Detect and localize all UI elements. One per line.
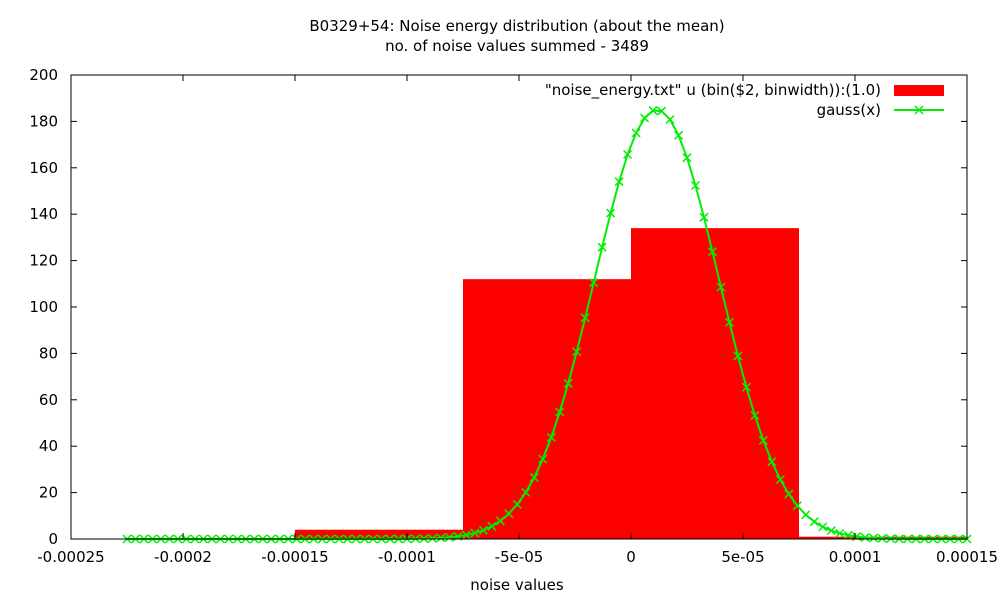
gauss-point-78 — [784, 489, 794, 499]
gauss-point-71 — [724, 317, 734, 327]
gauss-point-36 — [427, 533, 437, 543]
gauss-point-73 — [741, 382, 751, 392]
gauss-point-72 — [733, 351, 743, 361]
gauss-point-55 — [589, 278, 599, 288]
x-tick-label-1: -0.0002 — [154, 548, 212, 566]
legend-label-histogram: "noise_energy.txt" u (bin($2, binwidth))… — [545, 81, 881, 100]
x-tick-label-3: -0.0001 — [378, 548, 436, 566]
x-tick-label-0: -0.00025 — [37, 548, 104, 566]
gauss-point-64 — [665, 114, 675, 125]
gauss-point-50 — [546, 432, 556, 442]
y-tick-label-7: 140 — [29, 205, 58, 223]
gauss-point-80 — [801, 510, 811, 520]
x-tick-label-8: 0.00015 — [936, 548, 998, 566]
gauss-point-57 — [606, 208, 616, 218]
gauss-point-83 — [826, 526, 836, 536]
y-tick-label-8: 160 — [29, 159, 58, 177]
gauss-point-68 — [699, 212, 709, 222]
gauss-point-60 — [631, 128, 641, 138]
x-tick-label-5: 0 — [626, 548, 636, 566]
y-tick-label-3: 60 — [39, 391, 58, 409]
chart-subtitle: no. of noise values summed - 3489 — [385, 37, 649, 55]
gauss-point-37 — [436, 533, 446, 543]
gauss-point-79 — [792, 501, 802, 511]
x-tick-label-2: -0.00015 — [261, 548, 328, 566]
gauss-point-43 — [487, 521, 497, 531]
legend: "noise_energy.txt" u (bin($2, binwidth))… — [545, 81, 944, 119]
y-tick-label-1: 20 — [39, 484, 58, 502]
histogram-bar-0 — [295, 529, 463, 539]
gauss-point-44 — [495, 516, 505, 526]
gauss-point-75 — [758, 435, 768, 445]
gauss-point-87 — [860, 532, 870, 542]
gauss-point-45 — [504, 509, 514, 519]
gauss-point-61 — [640, 113, 650, 123]
legend-swatch-histogram — [894, 85, 944, 96]
legend-marker-gauss — [914, 105, 924, 115]
gauss-point-62 — [648, 106, 658, 116]
y-tick-label-6: 120 — [29, 252, 58, 270]
gauss-point-49 — [538, 454, 548, 464]
gauss-point-74 — [750, 410, 760, 421]
x-axis-label: noise values — [470, 576, 564, 594]
gauss-point-54 — [580, 313, 590, 323]
gauss-point-42 — [478, 525, 488, 535]
gauss-point-53 — [572, 347, 582, 357]
gauss-point-52 — [563, 378, 573, 388]
gauss-point-47 — [521, 487, 531, 497]
gauss-point-77 — [775, 474, 785, 485]
histogram-bars — [295, 228, 967, 539]
gauss-point-88 — [869, 533, 879, 543]
gauss-curve — [122, 106, 972, 544]
gauss-point-59 — [623, 149, 633, 160]
gauss-point-58 — [614, 177, 624, 187]
gauss-point-40 — [461, 530, 471, 540]
gauss-point-82 — [818, 522, 828, 532]
gauss-point-85 — [843, 530, 853, 540]
gauss-point-70 — [716, 282, 726, 292]
gauss-point-84 — [835, 528, 845, 538]
histogram-bar-1 — [463, 279, 631, 539]
gauss-point-81 — [809, 517, 819, 527]
y-tick-label-9: 180 — [29, 112, 58, 130]
gauss-point-38 — [444, 532, 454, 542]
histogram-bar-2 — [631, 228, 799, 539]
gauss-point-51 — [555, 407, 565, 417]
gauss-point-76 — [767, 457, 777, 467]
gauss-point-89 — [877, 533, 887, 543]
gauss-point-65 — [673, 130, 684, 140]
y-tick-label-5: 100 — [29, 298, 58, 316]
gauss-point-46 — [512, 499, 522, 509]
x-tick-label-6: 5e-05 — [721, 548, 764, 566]
y-tick-label-4: 80 — [39, 344, 58, 362]
gauss-point-66 — [682, 153, 692, 163]
y-axis-ticks: 0 20 40 60 80 100 120 140 160 180 200 — [29, 66, 967, 548]
legend-label-gauss: gauss(x) — [817, 101, 881, 119]
gauss-point-67 — [690, 180, 701, 191]
gauss-point-69 — [707, 247, 717, 257]
chart-title: B0329+54: Noise energy distribution (abo… — [309, 17, 724, 35]
gauss-point-41 — [470, 528, 480, 538]
x-tick-label-7: 0.0001 — [829, 548, 882, 566]
y-tick-label-0: 0 — [48, 530, 58, 548]
y-tick-label-2: 40 — [39, 437, 58, 455]
gauss-point-56 — [597, 242, 607, 252]
x-tick-label-4: -5e-05 — [495, 548, 544, 566]
x-axis-ticks: -0.00025 -0.0002 -0.00015 -0.0001 -5e-05 0 5e-… — [37, 75, 998, 566]
gauss-point-48 — [529, 472, 539, 482]
y-tick-label-10: 200 — [29, 66, 58, 84]
gauss-point-63 — [657, 106, 667, 116]
